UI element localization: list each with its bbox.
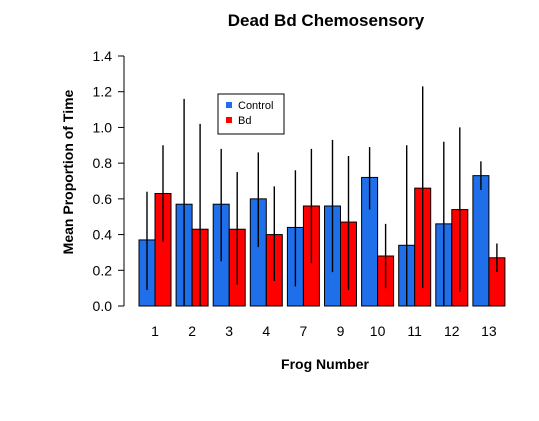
- legend-label-control: Control: [238, 100, 273, 112]
- legend-box: [217, 93, 285, 135]
- bars-group: [138, 175, 506, 307]
- bar-control-frog-13: [472, 175, 490, 307]
- x-tick-label: 7: [300, 323, 308, 339]
- legend-swatch-bd: [226, 117, 232, 123]
- x-tick-label: 1: [151, 323, 159, 339]
- x-tick-label: 3: [225, 323, 233, 339]
- y-tick-label: 0.0: [93, 298, 113, 314]
- x-tick-label: 11: [407, 323, 422, 339]
- x-tick-label: 10: [370, 323, 386, 339]
- y-tick-label: 1.2: [93, 84, 113, 100]
- x-tick-label: 2: [188, 323, 196, 339]
- x-axis-label: Frog Number: [281, 356, 369, 372]
- legend-swatch-control: [226, 102, 232, 108]
- x-tick-label: 13: [481, 323, 497, 339]
- x-tick-label: 9: [337, 323, 345, 339]
- legend: Control Bd: [217, 93, 285, 135]
- x-axis-ticks: 1 2 3 4 7 9 10 11 12 13: [151, 323, 497, 339]
- y-tick-label: 0.2: [93, 262, 113, 278]
- y-tick-label: 0.8: [93, 155, 113, 171]
- y-tick-label: 1.4: [93, 48, 113, 64]
- legend-label-bd: Bd: [238, 115, 251, 127]
- error-bars-group: [146, 86, 498, 306]
- y-axis-ticks: 0.0 0.2 0.4 0.6 0.8 1.0 1.2 1.4: [93, 48, 124, 314]
- y-tick-label: 0.6: [93, 191, 113, 207]
- y-tick-label: 1.0: [93, 119, 113, 135]
- chart-title: Dead Bd Chemosensory: [228, 11, 425, 30]
- x-tick-label: 12: [444, 323, 460, 339]
- x-tick-label: 4: [262, 323, 270, 339]
- y-tick-label: 0.4: [93, 227, 113, 243]
- y-axis-label: Mean Proportion of Time: [60, 89, 76, 254]
